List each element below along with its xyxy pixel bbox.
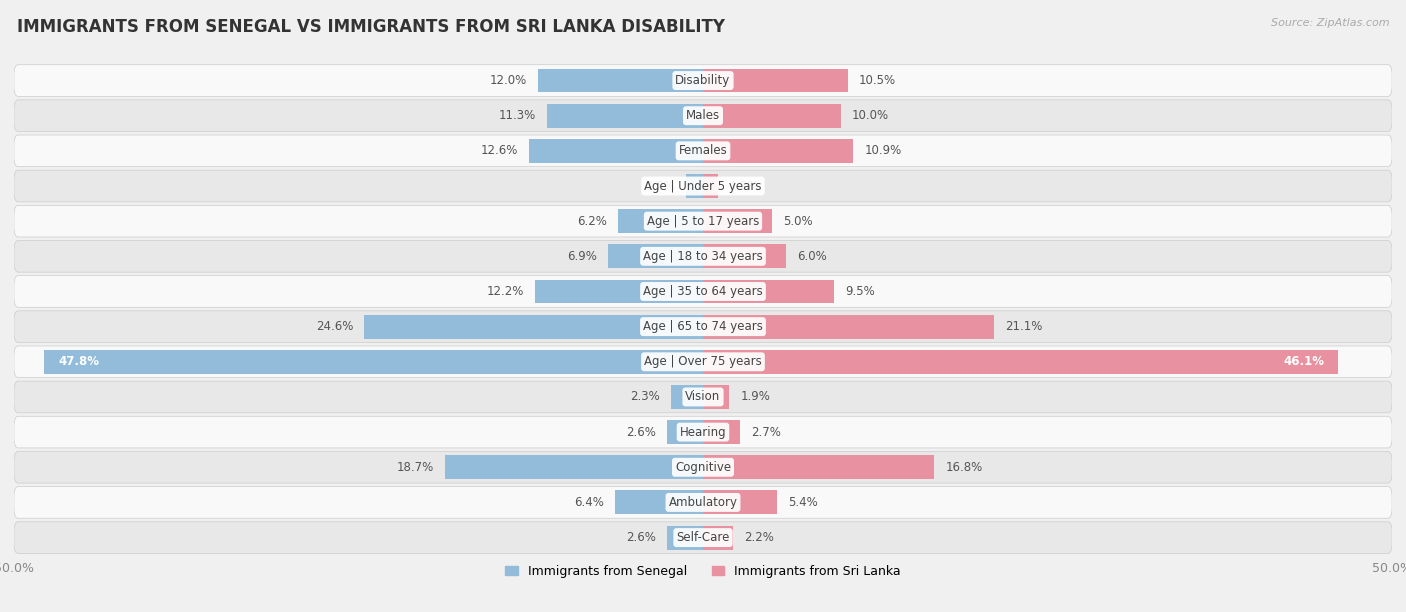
Text: 5.4%: 5.4% xyxy=(789,496,818,509)
Text: 2.6%: 2.6% xyxy=(626,425,657,439)
Text: 10.9%: 10.9% xyxy=(865,144,901,157)
Text: 12.0%: 12.0% xyxy=(489,74,527,87)
FancyBboxPatch shape xyxy=(14,170,1392,202)
Text: 1.1%: 1.1% xyxy=(730,179,759,193)
Text: 2.7%: 2.7% xyxy=(751,425,782,439)
Text: IMMIGRANTS FROM SENEGAL VS IMMIGRANTS FROM SRI LANKA DISABILITY: IMMIGRANTS FROM SENEGAL VS IMMIGRANTS FR… xyxy=(17,18,725,36)
Text: Age | 18 to 34 years: Age | 18 to 34 years xyxy=(643,250,763,263)
Text: 46.1%: 46.1% xyxy=(1284,356,1324,368)
Bar xyxy=(530,139,703,163)
Text: 24.6%: 24.6% xyxy=(315,320,353,333)
Bar xyxy=(703,280,834,304)
Text: Age | 65 to 74 years: Age | 65 to 74 years xyxy=(643,320,763,333)
Text: 18.7%: 18.7% xyxy=(396,461,434,474)
FancyBboxPatch shape xyxy=(14,346,1392,378)
Bar xyxy=(703,209,772,233)
Bar xyxy=(534,280,703,304)
FancyBboxPatch shape xyxy=(14,381,1392,412)
Bar xyxy=(364,315,703,338)
Bar xyxy=(614,490,703,514)
Text: 2.3%: 2.3% xyxy=(630,390,661,403)
Bar xyxy=(703,315,994,338)
Bar xyxy=(703,455,935,479)
FancyBboxPatch shape xyxy=(14,65,1392,96)
Text: Age | Under 5 years: Age | Under 5 years xyxy=(644,179,762,193)
Text: 47.8%: 47.8% xyxy=(58,356,100,368)
Text: 10.0%: 10.0% xyxy=(852,109,889,122)
Text: 9.5%: 9.5% xyxy=(845,285,875,298)
FancyBboxPatch shape xyxy=(14,522,1392,553)
Text: Males: Males xyxy=(686,109,720,122)
Text: Source: ZipAtlas.com: Source: ZipAtlas.com xyxy=(1271,18,1389,28)
Text: Ambulatory: Ambulatory xyxy=(668,496,738,509)
Bar xyxy=(668,420,703,444)
Bar xyxy=(703,244,786,268)
Bar xyxy=(537,69,703,92)
Text: 1.2%: 1.2% xyxy=(645,179,675,193)
Bar xyxy=(547,104,703,128)
Bar xyxy=(617,209,703,233)
Bar xyxy=(703,104,841,128)
Text: 6.4%: 6.4% xyxy=(574,496,603,509)
Text: 1.9%: 1.9% xyxy=(740,390,770,403)
Text: 2.6%: 2.6% xyxy=(626,531,657,544)
Text: Hearing: Hearing xyxy=(679,425,727,439)
FancyBboxPatch shape xyxy=(14,241,1392,272)
Bar xyxy=(671,385,703,409)
Text: 6.0%: 6.0% xyxy=(797,250,827,263)
Bar xyxy=(45,350,703,374)
FancyBboxPatch shape xyxy=(14,452,1392,483)
Text: 11.3%: 11.3% xyxy=(499,109,536,122)
Text: Age | Over 75 years: Age | Over 75 years xyxy=(644,356,762,368)
Bar xyxy=(703,526,734,550)
Bar xyxy=(703,385,730,409)
Legend: Immigrants from Senegal, Immigrants from Sri Lanka: Immigrants from Senegal, Immigrants from… xyxy=(501,560,905,583)
Text: Age | 5 to 17 years: Age | 5 to 17 years xyxy=(647,215,759,228)
Bar xyxy=(703,174,718,198)
Text: Females: Females xyxy=(679,144,727,157)
FancyBboxPatch shape xyxy=(14,135,1392,166)
FancyBboxPatch shape xyxy=(14,311,1392,343)
Bar xyxy=(703,69,848,92)
Text: 12.6%: 12.6% xyxy=(481,144,519,157)
Text: 5.0%: 5.0% xyxy=(783,215,813,228)
Bar xyxy=(703,420,740,444)
Text: 16.8%: 16.8% xyxy=(945,461,983,474)
Text: Cognitive: Cognitive xyxy=(675,461,731,474)
Text: Age | 35 to 64 years: Age | 35 to 64 years xyxy=(643,285,763,298)
Bar xyxy=(686,174,703,198)
FancyBboxPatch shape xyxy=(14,416,1392,448)
Text: Self-Care: Self-Care xyxy=(676,531,730,544)
FancyBboxPatch shape xyxy=(14,100,1392,132)
Text: 12.2%: 12.2% xyxy=(486,285,524,298)
Text: Vision: Vision xyxy=(685,390,721,403)
Bar xyxy=(703,490,778,514)
Bar xyxy=(703,350,1339,374)
Bar xyxy=(446,455,703,479)
Bar xyxy=(703,139,853,163)
Text: 6.9%: 6.9% xyxy=(567,250,598,263)
Text: 2.2%: 2.2% xyxy=(744,531,775,544)
Text: 6.2%: 6.2% xyxy=(576,215,606,228)
FancyBboxPatch shape xyxy=(14,206,1392,237)
Bar xyxy=(668,526,703,550)
FancyBboxPatch shape xyxy=(14,487,1392,518)
Text: Disability: Disability xyxy=(675,74,731,87)
Text: 21.1%: 21.1% xyxy=(1005,320,1042,333)
Bar xyxy=(607,244,703,268)
Text: 10.5%: 10.5% xyxy=(859,74,896,87)
FancyBboxPatch shape xyxy=(14,275,1392,307)
